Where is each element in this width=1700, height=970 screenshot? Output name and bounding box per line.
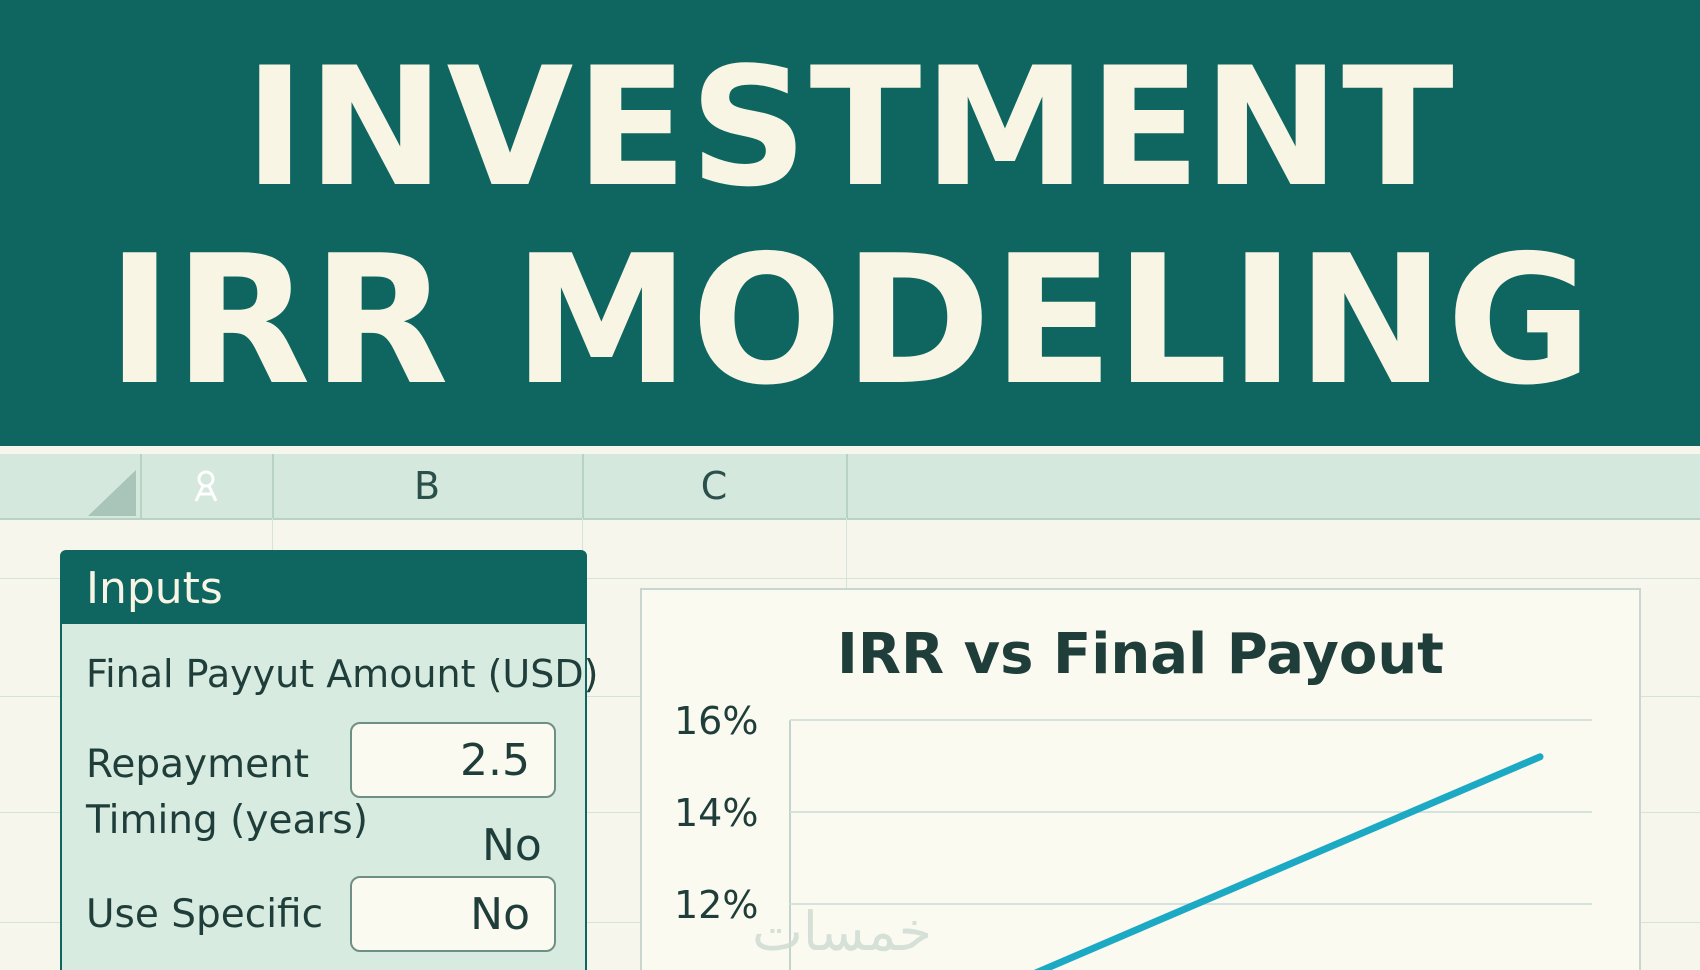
inputs-header: Inputs: [62, 552, 585, 624]
row-gridline: [0, 578, 1700, 579]
banner-title-line-1: INVESTMENT: [244, 32, 1456, 223]
title-banner: INVESTMENT IRR MODELING: [0, 0, 1700, 446]
y-tick-label: 16%: [674, 699, 758, 743]
repayment-timing-input[interactable]: 2.5: [350, 722, 556, 798]
corner-cell[interactable]: [0, 454, 142, 518]
column-header-row: B C: [0, 454, 1700, 520]
irr-chart: IRR vs Final Payout 16% 14% 12%: [640, 588, 1641, 970]
flag-value: No: [482, 820, 542, 871]
chart-title: IRR vs Final Payout: [837, 622, 1444, 687]
spreadsheet-area: B C Inputs Final Payyut Amount (USD) Rep…: [0, 446, 1700, 970]
column-header-a[interactable]: [140, 454, 274, 518]
column-header-c[interactable]: C: [582, 454, 848, 518]
y-tick-label: 14%: [674, 791, 758, 835]
y-tick-label: 12%: [674, 883, 758, 927]
use-specific-label: Use Specific: [86, 892, 324, 937]
column-header-b[interactable]: B: [272, 454, 584, 518]
chart-plot-area: 16% 14% 12%: [674, 699, 1592, 970]
person-icon: [194, 470, 218, 502]
banner-title-line-2: IRR MODELING: [106, 217, 1594, 424]
inputs-panel: Inputs Final Payyut Amount (USD) Repayme…: [60, 550, 598, 970]
select-all-corner[interactable]: [88, 470, 136, 516]
repayment-label-line-1: Repayment: [86, 742, 310, 787]
repayment-label-line-2: Timing (years): [86, 798, 368, 843]
irr-series-line: [1033, 753, 1544, 970]
use-specific-input[interactable]: No: [350, 876, 556, 952]
final-payout-label: Final Payyut Amount (USD): [86, 652, 599, 696]
watermark: خمسات: [752, 900, 933, 963]
